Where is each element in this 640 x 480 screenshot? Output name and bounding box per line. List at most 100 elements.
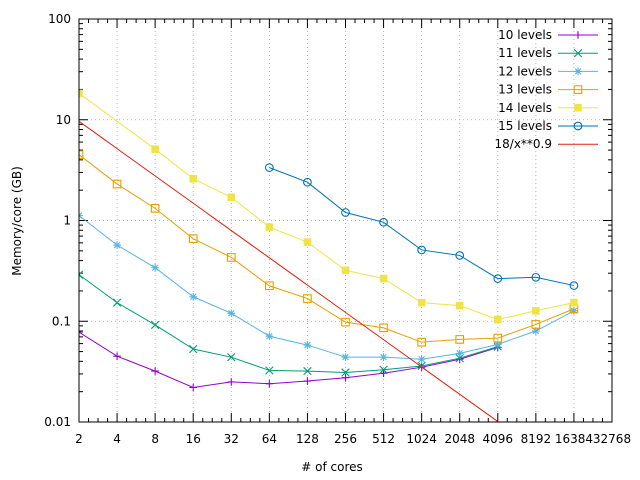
x-tick-label: 2048 [444, 432, 475, 446]
series-line [79, 154, 575, 343]
plus-marker [265, 379, 274, 388]
cross-marker [112, 298, 122, 307]
star-marker [455, 349, 464, 358]
filled-square-marker [189, 174, 198, 183]
x-tick-label: 32768 [593, 432, 631, 446]
open-square-marker [79, 150, 84, 160]
plus-marker [227, 378, 236, 386]
open-square-marker [188, 234, 198, 244]
y-axis-title: Memory/core (GB) [10, 166, 24, 276]
filled-square-marker [493, 315, 502, 324]
star-marker [227, 309, 236, 318]
legend-label: 11 levels [498, 46, 552, 60]
open-circle-marker [569, 281, 579, 290]
open-circle-marker [531, 272, 541, 282]
legend-label: 13 levels [498, 83, 552, 97]
star-marker [379, 353, 388, 361]
x-tick-label: 512 [372, 432, 395, 446]
star-marker [493, 340, 502, 349]
grid [79, 19, 612, 422]
filled-square-marker [341, 266, 350, 275]
series-12-levels [79, 211, 578, 364]
open-square-marker [417, 337, 426, 347]
open-square-marker [455, 335, 465, 344]
plus-marker [303, 377, 312, 385]
legend-label: 14 levels [498, 101, 552, 115]
series-layer [79, 89, 579, 422]
x-tick-label: 16384 [555, 432, 593, 446]
legend-label: 10 levels [498, 28, 552, 42]
open-square-marker [379, 323, 388, 333]
plus-marker [79, 328, 83, 336]
cross-marker [79, 270, 84, 279]
x-tick-label: 2 [75, 432, 83, 446]
legend-label: 18/x**0.9 [495, 137, 553, 151]
open-square-marker [341, 317, 350, 327]
cross-marker [189, 344, 198, 354]
y-tick-label: 1 [63, 214, 71, 228]
plot-border [78, 18, 613, 423]
cross-marker [303, 366, 312, 376]
cross-marker [150, 320, 160, 330]
cross-marker [265, 366, 274, 375]
star-marker [151, 263, 159, 272]
cross-marker [227, 352, 236, 362]
star-marker [417, 355, 426, 364]
open-square-marker [112, 179, 122, 189]
plus-marker [151, 367, 159, 375]
open-circle-marker [493, 274, 503, 283]
x-axis-title: # of cores [301, 460, 363, 474]
cross-marker [379, 365, 388, 374]
star-marker [574, 67, 582, 76]
series-15-levels [265, 163, 579, 290]
legend: 10 levels 11 levels 12 levels 13 levels 14 l… [495, 28, 598, 151]
series-14-levels [79, 89, 578, 324]
series-line [79, 331, 498, 389]
series-line [79, 215, 575, 360]
plus-marker [379, 369, 388, 378]
open-circle-marker [417, 245, 426, 255]
y-tick-label: 0.01 [44, 415, 71, 429]
plus-marker [189, 383, 198, 392]
x-tick-label: 256 [334, 432, 357, 446]
filled-square-marker [265, 223, 274, 231]
filled-square-marker [532, 306, 540, 315]
star-marker [303, 341, 312, 349]
star-marker [570, 306, 578, 315]
series-line [79, 274, 498, 374]
star-marker [532, 327, 540, 335]
filled-square-marker [455, 301, 464, 310]
y-tick-label: 100 [48, 12, 71, 26]
x-tick-label: 32 [224, 432, 239, 446]
open-square-marker [573, 85, 583, 94]
filled-square-marker [574, 104, 582, 112]
legend-label: 12 levels [498, 64, 552, 78]
star-marker [113, 241, 121, 249]
open-circle-marker [341, 208, 350, 217]
star-marker [189, 292, 198, 301]
open-square-marker [303, 294, 312, 303]
filled-square-marker [570, 298, 578, 307]
plus-marker [574, 31, 582, 39]
open-circle-marker [379, 217, 388, 227]
plus-marker [341, 373, 350, 382]
open-square-marker [150, 204, 160, 213]
open-square-marker [265, 281, 274, 291]
filled-square-marker [417, 298, 426, 307]
plus-marker [113, 352, 121, 360]
open-circle-marker [265, 163, 274, 172]
x-tick-label: 4096 [483, 432, 514, 446]
tick-marks [78, 18, 613, 423]
star-marker [341, 353, 350, 361]
series-line [79, 120, 499, 422]
x-tick-label: 64 [262, 432, 277, 446]
filled-square-marker [79, 89, 83, 98]
filled-square-marker [151, 145, 159, 154]
star-marker [265, 332, 274, 341]
cross-marker [341, 368, 350, 377]
x-tick-label: 16 [186, 432, 201, 446]
open-square-marker [493, 333, 503, 343]
series-11-levels [79, 270, 502, 377]
